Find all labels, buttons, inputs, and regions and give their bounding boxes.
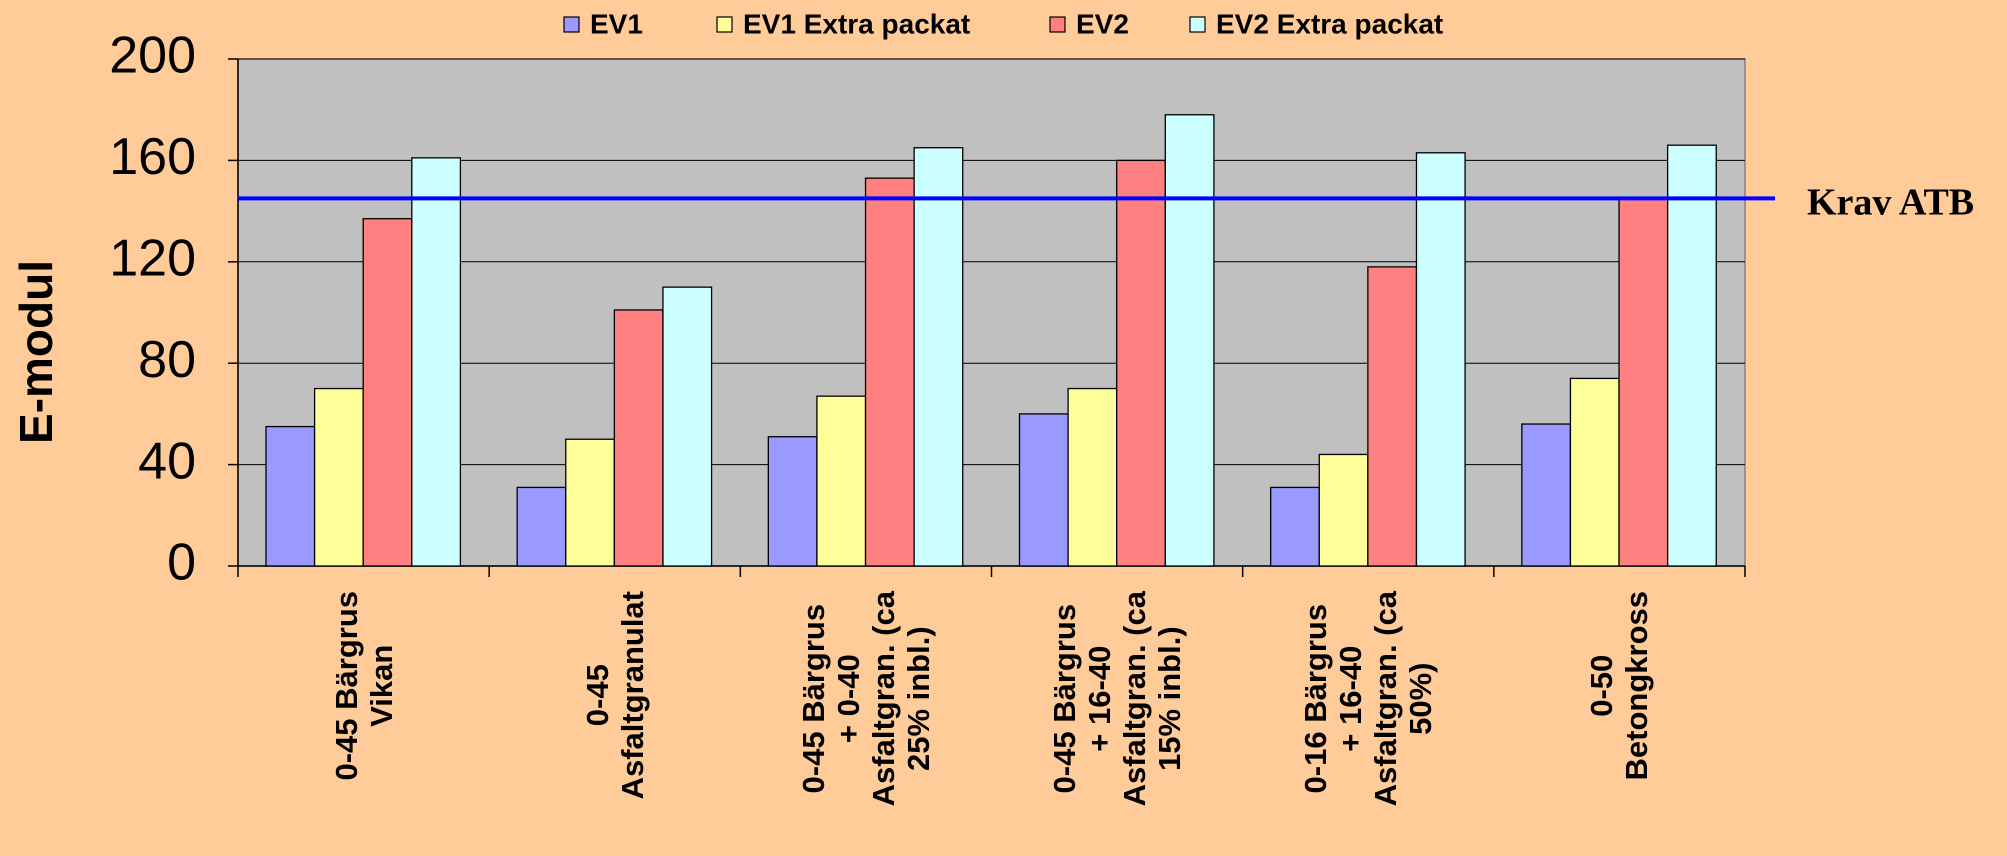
bar [767,436,818,567]
bar [362,218,413,567]
legend-label: EV2 [1076,8,1129,39]
bar [662,286,713,567]
legend-swatch [1189,16,1206,33]
bar [1164,114,1215,567]
reference-label: Krav ATB [1807,182,1974,224]
y-tick-label: 0 [167,534,196,592]
bar [265,425,316,567]
bar [1666,144,1717,567]
bar [313,387,364,567]
bar [1618,197,1669,567]
x-tick-label: 0-16 Bärgrus + 16-40 Asfaltgran. (ca 50%… [1298,591,1439,807]
x-tick-label: 0-45 Bärgrus + 0-40 Asfaltgran. (ca 25% … [795,591,936,807]
bar [1318,453,1369,567]
bar [411,157,462,567]
x-tick-label: 0-45 Asfaltgranulat [579,591,650,800]
bar [1067,387,1118,567]
x-tick-label: 0-45 Bärgrus + 16-40 Asfaltgran. (ca 15%… [1047,591,1188,807]
bar [1367,266,1418,567]
y-tick-label: 200 [109,27,196,85]
legend-label: EV1 [590,8,643,39]
bar [864,177,915,567]
legend-label: EV1 Extra packat [743,8,970,39]
bar [565,438,616,567]
bar [816,395,867,567]
legend-swatch [1049,16,1066,33]
legend-label: EV2 Extra packat [1216,8,1443,39]
bar [1415,152,1466,567]
y-tick-label: 160 [109,128,196,186]
y-tick-label: 120 [109,230,196,288]
legend-swatch [716,16,733,33]
bar [1270,486,1320,567]
x-tick-label: 0-50 Betongkross [1584,591,1655,781]
y-tick-label: 80 [138,331,196,389]
y-axis-label: E-modul [10,260,62,444]
bar [1569,377,1620,567]
bar [1521,423,1572,567]
bar [1018,413,1069,567]
plot-area [237,58,1746,567]
bar [613,309,664,567]
x-tick-label: 0-45 Bärgrus Vikan [328,591,399,781]
bar [516,486,567,567]
legend-swatch [563,16,580,33]
y-tick-label: 40 [138,432,196,490]
bar [1116,159,1166,567]
bar [913,147,964,567]
